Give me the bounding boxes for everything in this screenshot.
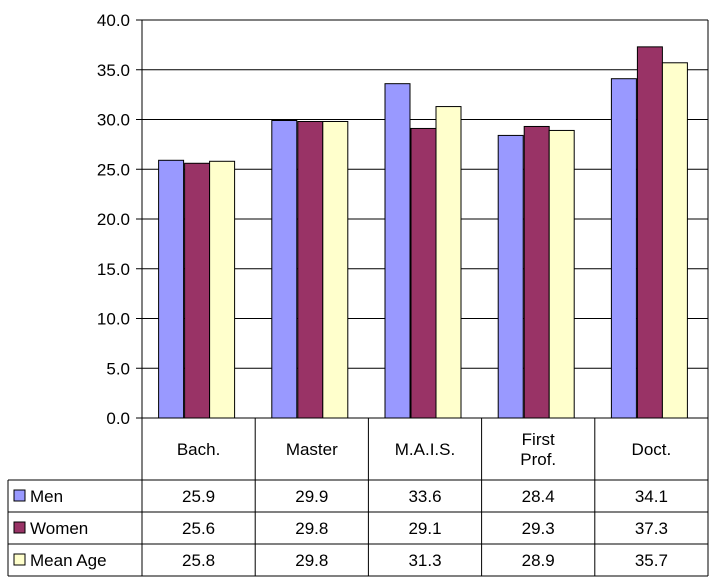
bar: [435, 106, 462, 419]
table-cell-value: 28.4: [522, 487, 555, 506]
bar: [297, 120, 324, 419]
y-tick-label: 20.0: [97, 210, 130, 229]
bar: [523, 125, 550, 419]
bar: [158, 159, 185, 419]
bar: [384, 83, 411, 419]
table-cell-value: 25.9: [182, 487, 215, 506]
table-cell-value: 37.3: [635, 519, 668, 538]
bars: [158, 46, 688, 419]
category-label: Doct.: [632, 440, 672, 459]
table-cell-value: 34.1: [635, 487, 668, 506]
bar: [271, 119, 298, 419]
y-tick-label: 30.0: [97, 111, 130, 130]
table-cell-value: 31.3: [408, 551, 441, 570]
axes: [136, 19, 143, 419]
table-cell-value: 28.9: [522, 551, 555, 570]
y-tick-label: 15.0: [97, 260, 130, 279]
bar: [497, 134, 524, 419]
y-tick-label: 35.0: [97, 61, 130, 80]
category-label: Master: [286, 440, 338, 459]
series-name: Men: [30, 487, 63, 506]
table-cell-value: 29.8: [295, 551, 328, 570]
table-cell-value: 29.1: [408, 519, 441, 538]
table-cell-value: 35.7: [635, 551, 668, 570]
table-cell-value: 29.3: [522, 519, 555, 538]
bar: [636, 46, 663, 419]
table-cell-value: 29.8: [295, 519, 328, 538]
bar: [209, 160, 236, 419]
bar: [661, 62, 688, 419]
y-tick-labels: 0.0 5.0 10.0 15.0 20.0 25.0 30.0 35.0 40.0: [97, 11, 130, 428]
table-cell-value: 29.9: [295, 487, 328, 506]
bar: [322, 120, 349, 419]
legend-swatch: [13, 521, 26, 534]
category-label: M.A.I.S.: [395, 440, 455, 459]
y-tick-label: 25.0: [97, 160, 130, 179]
series-name: Mean Age: [30, 551, 107, 570]
series-name: Women: [30, 519, 88, 538]
bar: [548, 129, 575, 419]
table-cell-value: 33.6: [408, 487, 441, 506]
bar: [610, 78, 637, 419]
category-label: Bach.: [177, 440, 220, 459]
y-tick-label: 0.0: [106, 409, 130, 428]
y-tick-label: 10.0: [97, 310, 130, 329]
table-cell-value: 25.8: [182, 551, 215, 570]
table-cell-value: 25.6: [182, 519, 215, 538]
bar: [184, 162, 211, 419]
legend-swatch: [13, 553, 26, 566]
y-tick-label: 5.0: [106, 359, 130, 378]
legend-swatch: [13, 489, 26, 502]
y-tick-label: 40.0: [97, 11, 130, 30]
category-label: Prof.: [520, 450, 556, 469]
bar: [410, 127, 437, 419]
category-label: First: [522, 430, 555, 449]
